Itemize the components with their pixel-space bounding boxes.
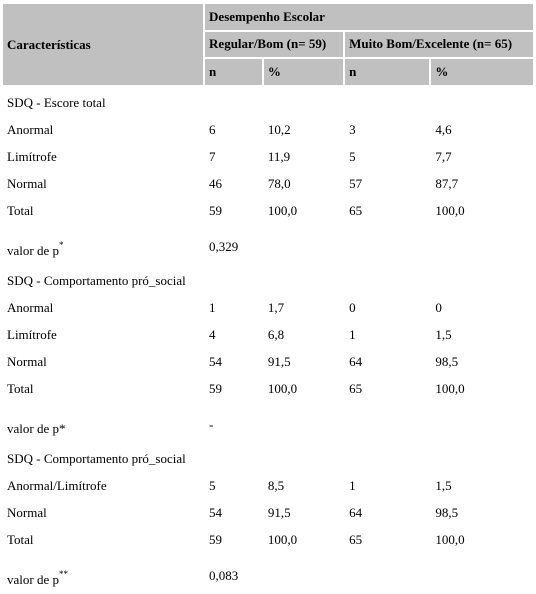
section-title-row: SDQ - Comportamento pró_social <box>3 443 533 471</box>
n-muito: 65 <box>349 202 363 218</box>
pct-regular: 91,5 <box>267 353 291 369</box>
n-muito: 57 <box>349 175 363 191</box>
pct-regular: 100,0 <box>267 531 298 547</box>
n-regular: 5 <box>209 477 216 493</box>
row-label: Normal <box>7 504 47 520</box>
n-regular: 7 <box>209 148 216 164</box>
section-title-row: SDQ - Comportamento pró_social <box>3 265 533 293</box>
p-value-row: valor de p* 0,329 <box>3 225 533 263</box>
section-title: SDQ - Comportamento pró_social <box>7 272 186 288</box>
n-regular: 4 <box>209 326 216 342</box>
p-value-row: valor de p** 0,083 <box>3 554 533 592</box>
section-title: SDQ - Escore total <box>7 94 106 110</box>
table-body: SDQ - Escore total Anormal 6 10,2 3 4,6 Limítr… <box>3 87 533 592</box>
row-label: Anormal <box>7 299 54 315</box>
pct-muito: 100,0 <box>435 380 465 396</box>
header-group: Desempenho Escolar <box>205 4 533 30</box>
row-label: Total <box>7 202 34 218</box>
n-regular: 1 <box>209 299 216 315</box>
n-regular: 59 <box>209 531 223 547</box>
table-row: Limítrofe 7 11,9 5 7,7 <box>3 144 533 169</box>
p-value-footnote-mark: ** <box>58 569 68 579</box>
table-row: Anormal 6 10,2 3 4,6 <box>3 117 533 142</box>
table-header: Características Desempenho Escolar Regul… <box>3 4 533 85</box>
p-value-label-text: valor de p* <box>7 421 66 436</box>
pct-muito: 1,5 <box>435 477 452 493</box>
p-value-label: valor de p* <box>3 225 203 263</box>
pct-regular: 100,0 <box>267 380 298 396</box>
pct-muito: 98,5 <box>435 504 459 520</box>
n-regular: 54 <box>209 504 223 520</box>
row-label: Limítrofe <box>7 148 57 164</box>
row-label: Normal <box>7 175 47 191</box>
pct-regular: 91,5 <box>267 504 291 520</box>
table-row: Total 59 100,0 65 100,0 <box>3 527 533 552</box>
row-label: Total <box>7 531 34 547</box>
p-value: 0,329 <box>209 239 239 254</box>
section-title-row: SDQ - Escore total <box>3 87 533 115</box>
pct-muito: 7,7 <box>435 148 452 164</box>
header-n-regular: n <box>205 58 262 85</box>
header-characteristics: Características <box>3 4 204 85</box>
pct-muito: 87,7 <box>435 175 459 191</box>
pct-muito: 98,5 <box>435 353 459 369</box>
header-regular-bom: Regular/Bom (n= 59) <box>205 32 344 57</box>
section-title: SDQ - Comportamento pró_social <box>7 450 186 466</box>
header-n-muito: n <box>345 58 430 85</box>
p-value: 0,083 <box>209 568 239 583</box>
table-row: Normal 54 91,5 64 98,5 <box>3 349 533 374</box>
table-row: Normal 54 91,5 64 98,5 <box>3 500 533 525</box>
pct-muito: 100,0 <box>435 531 465 547</box>
p-value-label: valor de p* <box>3 403 203 441</box>
n-regular: 46 <box>209 175 223 191</box>
row-label: Total <box>7 380 34 396</box>
pct-regular: 1,7 <box>267 299 285 315</box>
pct-regular: 11,9 <box>267 148 291 164</box>
table-row: Limítrofe 4 6,8 1 1,5 <box>3 322 533 347</box>
n-muito: 65 <box>349 531 363 547</box>
pct-regular: 100,0 <box>267 202 298 218</box>
n-muito: 1 <box>349 326 356 342</box>
n-muito: 64 <box>349 504 363 520</box>
p-value-label-text: valor de p <box>7 243 59 258</box>
pct-regular: 6,8 <box>267 326 285 342</box>
n-muito: 0 <box>349 299 356 315</box>
pct-muito: 4,6 <box>435 121 452 137</box>
p-value-label-text: valor de p <box>7 572 59 587</box>
p-value-label: valor de p** <box>3 554 203 592</box>
header-pct-muito: % <box>431 58 533 85</box>
table-row: Total 59 100,0 65 100,0 <box>3 376 533 401</box>
n-regular: 59 <box>209 380 223 396</box>
table-row: Normal 46 78,0 57 87,7 <box>3 171 533 196</box>
pct-regular: 10,2 <box>267 121 291 137</box>
pct-regular: 8,5 <box>267 477 285 493</box>
pct-muito: 1,5 <box>435 326 452 342</box>
p-value-footnote-mark: * <box>58 240 64 250</box>
p-value: - <box>209 417 214 432</box>
pct-muito: 0 <box>435 299 442 315</box>
n-regular: 54 <box>209 353 223 369</box>
n-muito: 64 <box>349 353 363 369</box>
p-value-row: valor de p* - <box>3 403 533 441</box>
row-label: Normal <box>7 353 47 369</box>
pct-muito: 100,0 <box>435 202 465 218</box>
n-muito: 3 <box>349 121 356 137</box>
header-pct-regular: % <box>263 58 344 85</box>
n-muito: 1 <box>349 477 356 493</box>
n-regular: 59 <box>209 202 223 218</box>
header-muito-bom-excelente: Muito Bom/Excelente (n= 65) <box>345 32 533 57</box>
row-label: Anormal <box>7 121 54 137</box>
table-row: Total 59 100,0 65 100,0 <box>3 198 533 223</box>
n-muito: 5 <box>349 148 356 164</box>
n-muito: 65 <box>349 380 363 396</box>
table-row: Anormal/Limítrofe 5 8,5 1 1,5 <box>3 473 533 498</box>
table-row: Anormal 1 1,7 0 0 <box>3 295 533 320</box>
row-label: Anormal/Limítrofe <box>7 477 107 493</box>
n-regular: 6 <box>209 121 216 137</box>
row-label: Limítrofe <box>7 326 57 342</box>
pct-regular: 78,0 <box>267 175 291 191</box>
